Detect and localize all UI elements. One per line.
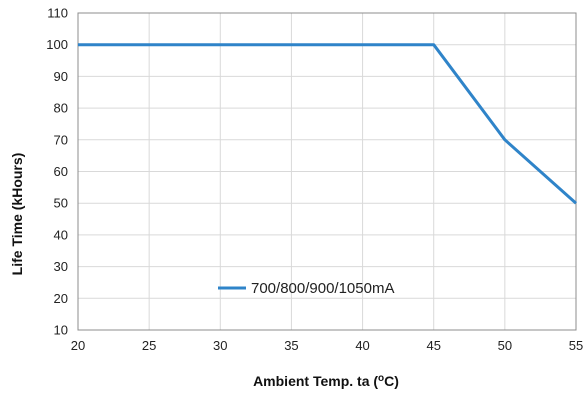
- series-line: [78, 43, 577, 205]
- plot-area-border: [77, 12, 577, 331]
- y-axis-label: Life Time (kHours): [9, 153, 25, 276]
- x-tick-label: 35: [284, 338, 298, 353]
- x-tick-label: 55: [569, 338, 583, 353]
- legend: 700/800/900/1050mA: [218, 280, 394, 297]
- series-layer: [78, 43, 577, 205]
- y-tick-label: 90: [54, 69, 68, 84]
- x-axis-label: Ambient Temp. ta (oC): [253, 373, 399, 389]
- y-tick-label: 100: [46, 37, 68, 52]
- y-tick-label: 10: [54, 323, 68, 338]
- legend-label: 700/800/900/1050mA: [251, 280, 394, 297]
- y-tick-label: 70: [54, 132, 68, 147]
- y-tick-label: 110: [47, 6, 68, 21]
- x-tick-label: 20: [71, 338, 85, 353]
- x-axis-label-superscript: o: [378, 373, 384, 384]
- y-tick-label: 60: [54, 164, 68, 179]
- x-tick-label: 30: [213, 338, 227, 353]
- x-tick-label: 45: [426, 338, 440, 353]
- y-tick-label: 40: [54, 227, 68, 242]
- y-tick-label: 50: [54, 196, 68, 211]
- x-axis-label-suffix: C): [384, 373, 399, 389]
- x-tick-label: 50: [498, 338, 512, 353]
- y-tick-label: 30: [54, 259, 68, 274]
- x-tick-label: 40: [355, 338, 369, 353]
- x-tick-label: 25: [142, 338, 156, 353]
- x-axis-ticks: 20 25 30 35 40 45 50 55: [71, 338, 583, 353]
- y-tick-label: 20: [54, 291, 68, 306]
- y-tick-label: 80: [54, 101, 68, 116]
- x-axis-label-prefix: Ambient Temp. ta (: [253, 373, 378, 389]
- y-axis-ticks: 10 20 30 40 50 60 70 80 90 100 110: [46, 6, 68, 338]
